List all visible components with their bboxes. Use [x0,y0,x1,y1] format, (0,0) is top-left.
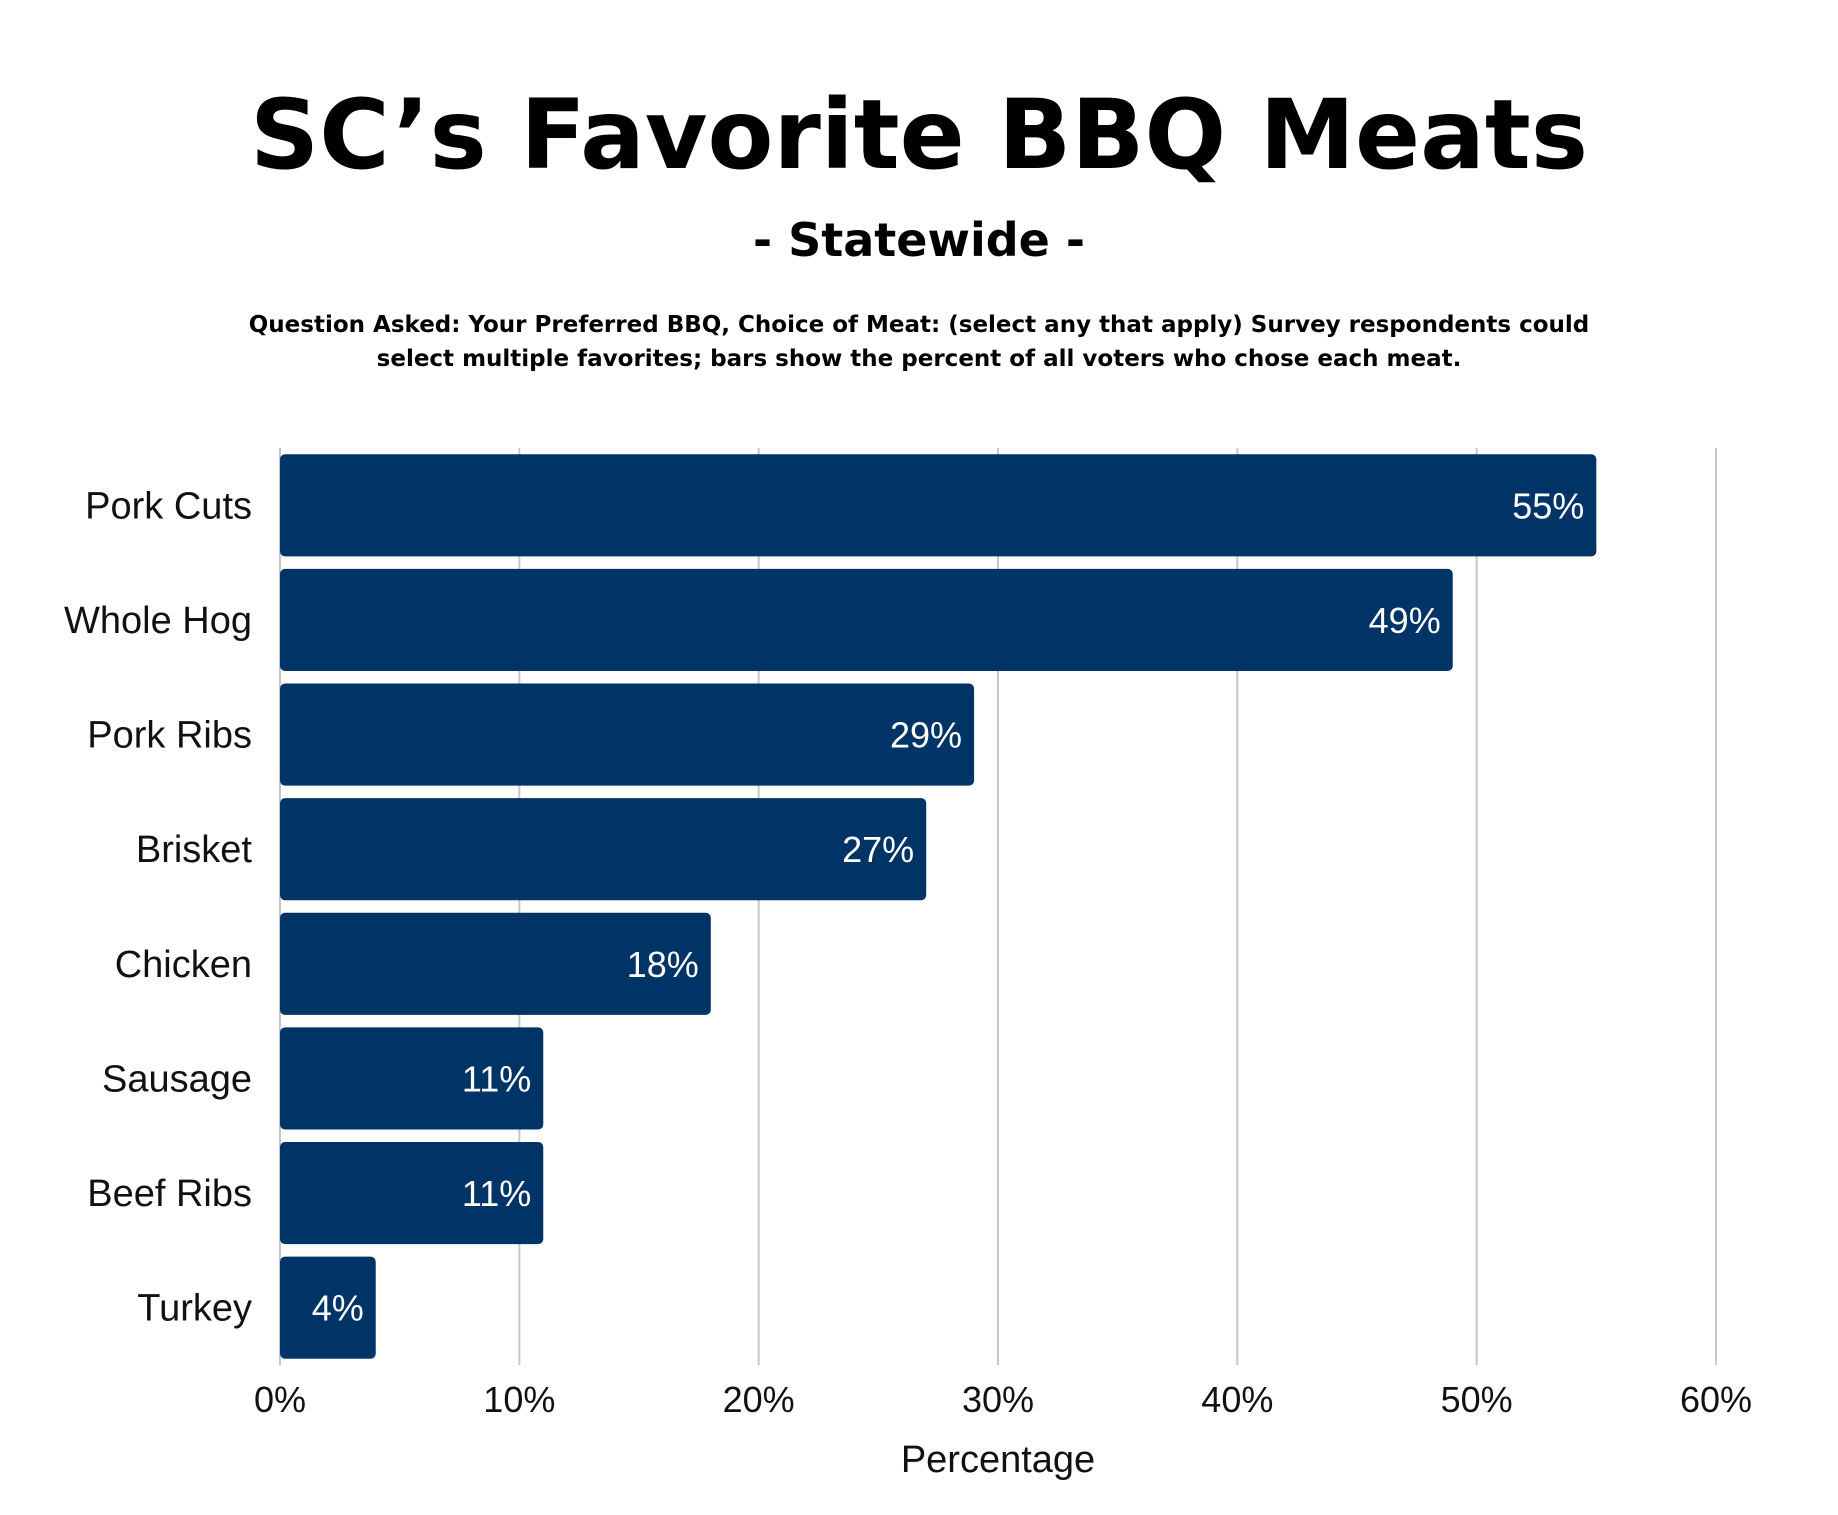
bar-value-label: 27% [842,829,914,870]
category-label: Pork Ribs [87,715,252,757]
bar [280,798,927,901]
category-labels: Pork Cuts Whole Hog Pork Ribs Brisket Chicke… [64,485,252,1329]
category-label: Sausage [102,1058,252,1100]
bar [280,1142,544,1245]
bar [280,454,1597,557]
x-tick-labels: 0% 10% 20% 30% 40% 50% 60% [254,1379,1752,1420]
chart-title: SC’s Favorite BBQ Meats [250,79,1588,191]
x-tick-label: 30% [962,1379,1034,1420]
x-tick-label: 0% [254,1379,306,1420]
bar-value-label: 18% [627,944,699,985]
bar-value-label: 49% [1369,600,1441,641]
x-tick-label: 40% [1201,1379,1273,1420]
bar [280,912,711,1015]
x-tick-label: 50% [1441,1379,1513,1420]
x-tick-label: 10% [483,1379,555,1420]
x-tick-label: 60% [1680,1379,1752,1420]
bars: 55% 49% 29% 27% 18% 11% 11% 4% [280,454,1597,1359]
category-label: Pork Cuts [85,485,252,527]
bar [280,568,1453,671]
bar-value-label: 29% [890,715,962,756]
category-label: Beef Ribs [87,1173,252,1215]
category-label: Turkey [137,1288,252,1330]
category-label: Chicken [115,944,252,986]
survey-question-note: Question Asked: Your Preferred BBQ, Choi… [248,312,1590,372]
bar [280,1256,376,1359]
bar-value-label: 55% [1512,485,1584,526]
chart-subtitle: - Statewide - [753,213,1085,267]
bar-value-label: 11% [462,1173,531,1214]
bar [280,1027,544,1130]
category-label: Brisket [136,829,253,871]
bar-value-label: 11% [462,1058,531,1099]
x-tick-label: 20% [723,1379,795,1420]
bar-value-label: 4% [312,1288,364,1329]
x-axis-title: Percentage [901,1439,1095,1481]
category-label: Whole Hog [64,600,252,642]
bar [280,683,975,786]
